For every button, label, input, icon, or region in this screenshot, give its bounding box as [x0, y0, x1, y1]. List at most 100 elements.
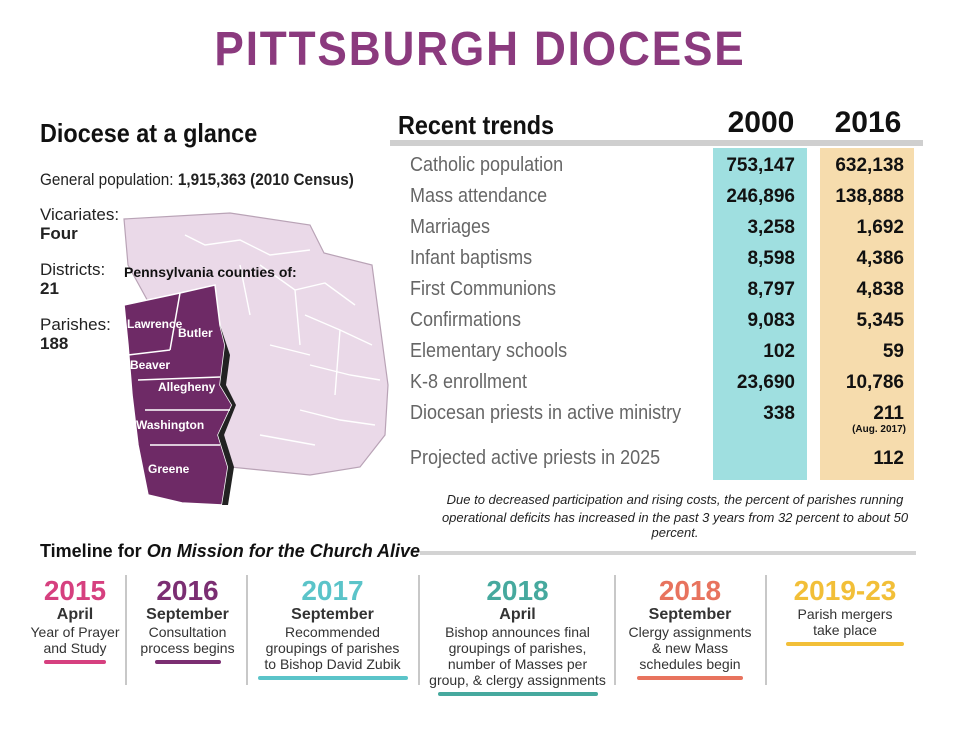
timeline-description-line: Parish mergers [797, 606, 893, 622]
timeline-item: 2016 September Consultation process begins [130, 576, 245, 664]
county-label-greene: Greene [148, 462, 190, 476]
timeline-description-line: take place [813, 622, 877, 638]
column-header-2000: 2000 [727, 106, 795, 139]
column-bg-2016 [820, 148, 914, 480]
timeline-item: 2019-23 Parish mergers take place [770, 576, 920, 646]
timeline-heading: Timeline for On Mission for the Church A… [40, 541, 420, 562]
timeline-description-line: and Study [43, 640, 107, 656]
timeline-month: September [291, 606, 374, 623]
timeline-underline [257, 676, 408, 680]
timeline-description-line: number of Masses per [447, 656, 588, 672]
timeline-description-line: Bishop announces final [445, 624, 590, 640]
timeline-description-line: Clergy assignments [628, 624, 752, 640]
county-label-lawrence: Lawrence [127, 317, 183, 331]
county-label-butler: Butler [178, 326, 213, 340]
timeline-year: 2018 [486, 575, 549, 606]
timeline-heading-prefix: Timeline for [40, 541, 147, 561]
trend-value-2016: 1,692 [856, 217, 904, 238]
parishes-stat: Parishes: 188 [40, 315, 111, 353]
trend-value-2016: 4,386 [856, 248, 904, 269]
deficit-note-line1: Due to decreased participation and risin… [446, 492, 904, 507]
timeline-divider [125, 575, 127, 685]
timeline-year: 2018 [658, 575, 722, 606]
trend-value-2000: 8,598 [747, 248, 795, 269]
timeline-description-line: groupings of parishes, [448, 640, 587, 656]
timeline-description-line: Recommended [285, 624, 380, 640]
trend-value-2016: 4,838 [856, 279, 904, 300]
timeline-underline [44, 660, 106, 664]
timeline-year: 2015 [43, 575, 107, 606]
timeline-divider [614, 575, 616, 685]
trend-value-2000: 9,083 [747, 310, 795, 331]
trend-value-2016: 632,138 [835, 155, 904, 176]
trend-value-2000: 338 [763, 403, 795, 424]
trend-row-label: Confirmations [410, 309, 522, 331]
map-heading: Pennsylvania counties of: [124, 264, 297, 280]
trend-value-2000: 753,147 [726, 155, 795, 176]
population-stat: General population: 1,915,363 (2010 Cens… [40, 170, 354, 190]
glance-heading: Diocese at a glance [40, 118, 258, 148]
parishes-label: Parishes: [40, 315, 111, 334]
deficit-note-line2: operational deficits has increased in th… [441, 510, 909, 540]
timeline-month: April [56, 606, 94, 623]
trend-value-2016-note: (Aug. 2017) [852, 424, 906, 435]
timeline-description-line: group, & clergy assignments [429, 672, 606, 688]
timeline-heading-rule [420, 551, 916, 555]
trend-value-2016: 5,345 [856, 310, 904, 331]
vicariates-stat: Vicariates: Four [40, 205, 119, 243]
trend-row-label: Mass attendance [410, 185, 548, 207]
trend-row-label: Catholic population [410, 154, 564, 176]
trend-row-label: Projected active priests in 2025 [410, 447, 661, 469]
trend-row-label: Marriages [410, 216, 491, 238]
timeline-description-line: groupings of parishes [265, 640, 400, 656]
timeline-divider [246, 575, 248, 685]
trend-row-label: First Communions [410, 278, 557, 300]
trend-value-2016: 10,786 [845, 372, 904, 393]
timeline-year: 2019-23 [793, 575, 897, 606]
trend-row-label: Diocesan priests in active ministry [410, 402, 682, 424]
population-value: 1,915,363 (2010 Census) [177, 170, 354, 189]
timeline-description-line: Year of Prayer [30, 624, 120, 640]
vicariates-label: Vicariates: [40, 205, 120, 224]
timeline-description-line: Consultation [148, 624, 227, 640]
trend-value-2016: 112 [873, 448, 904, 469]
trends-header-rule [390, 140, 923, 146]
trend-value-2000: 23,690 [736, 372, 795, 393]
timeline-item: 2018 September Clergy assignments & new Mas… [620, 576, 760, 680]
trend-value-2000: 102 [763, 341, 795, 362]
vicariates-value: Four [40, 224, 78, 243]
districts-label: Districts: [40, 260, 106, 279]
column-header-2016: 2016 [834, 106, 902, 139]
timeline-description-line: to Bishop David Zubik [264, 656, 401, 672]
timeline-heading-italic: On Mission for the Church Alive [146, 541, 421, 561]
timeline-underline [437, 692, 598, 696]
page-title: PITTSBURGH DIOCESE [214, 23, 746, 76]
districts-stat: Districts: 21 [40, 260, 105, 298]
trend-value-2000: 3,258 [747, 217, 795, 238]
pennsylvania-map: Pennsylvania counties of: Lawrence Butle… [123, 212, 389, 506]
population-label: General population: [40, 170, 174, 189]
trend-value-2016: 211 [873, 403, 904, 424]
county-label-washington: Washington [136, 418, 204, 432]
trend-value-2000: 8,797 [747, 279, 795, 300]
county-label-beaver: Beaver [130, 358, 170, 372]
timeline-underline [637, 676, 743, 680]
timeline-year: 2016 [156, 575, 219, 606]
timeline-year: 2017 [301, 575, 364, 606]
timeline-underline [786, 642, 904, 646]
county-label-allegheny: Allegheny [158, 380, 216, 394]
counties-highlight [123, 284, 236, 506]
timeline-month: April [499, 606, 536, 623]
trend-row-label: Infant baptisms [410, 247, 533, 269]
timeline-description-line: & new Mass [651, 640, 729, 656]
trend-row-label: Elementary schools [410, 340, 568, 362]
timeline-month: September [146, 606, 229, 623]
timeline-item: 2015 April Year of Prayer and Study [30, 576, 120, 664]
column-bg-2000 [713, 148, 807, 480]
timeline-month: September [648, 606, 732, 623]
timeline-description-line: process begins [140, 640, 235, 656]
trend-value-2016: 59 [882, 341, 904, 362]
districts-value: 21 [40, 279, 59, 298]
trend-value-2000: 246,896 [726, 186, 795, 207]
parishes-value: 188 [40, 334, 69, 353]
